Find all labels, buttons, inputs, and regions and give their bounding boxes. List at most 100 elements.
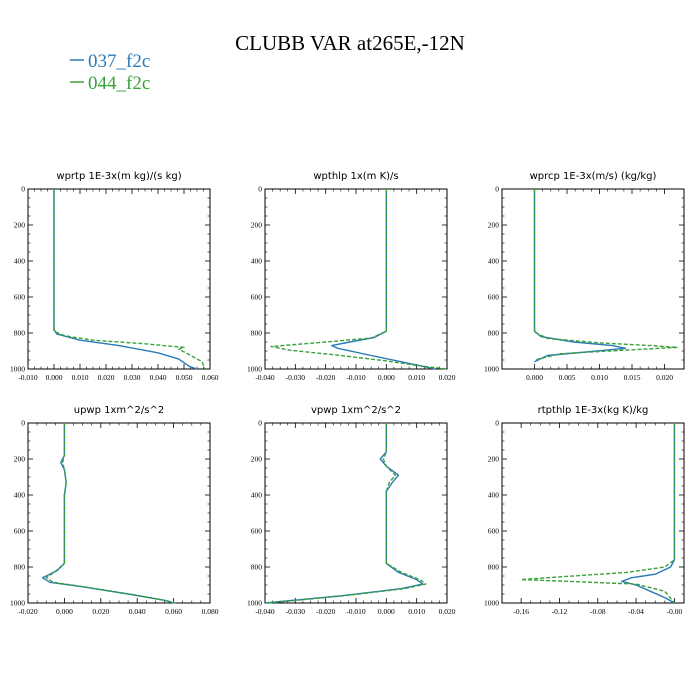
x-tick-label: -0.040 xyxy=(255,373,275,382)
x-tick-label: -0.020 xyxy=(316,373,336,382)
y-tick-label: 0 xyxy=(258,185,262,194)
x-tick-label: -0.16 xyxy=(513,607,529,616)
y-tick-label: 800 xyxy=(488,329,500,338)
x-tick-label: 0.000 xyxy=(378,607,395,616)
y-tick-label: 0 xyxy=(258,419,262,428)
x-tick-label: 0.080 xyxy=(202,607,219,616)
series-line-037_f2c xyxy=(331,189,436,370)
panel-title: wprtp 1E-3x(m kg)/(s kg) xyxy=(56,171,181,182)
x-tick-label: 0.020 xyxy=(92,607,109,616)
series-line-044_f2c xyxy=(270,189,448,370)
figure-title: CLUBB VAR at265E,-12N xyxy=(235,31,465,55)
x-tick-label: 0.000 xyxy=(378,373,395,382)
y-tick-label: 1000 xyxy=(484,599,499,608)
y-tick-label: 400 xyxy=(488,257,500,266)
series-line-044_f2c xyxy=(520,423,676,604)
panel-title: rtpthlp 1E-3x(kg K)/kg xyxy=(538,405,649,416)
y-tick-label: 400 xyxy=(14,257,26,266)
panels: wprtp 1E-3x(m kg)/(s kg) -0.010 0.000 0.010… xyxy=(10,171,685,616)
y-tick-label: 200 xyxy=(14,221,26,230)
y-tick-label: 600 xyxy=(251,293,263,302)
x-tick-label: -0.12 xyxy=(552,607,568,616)
x-tick-label: 0.060 xyxy=(165,607,182,616)
x-tick-label: 0.015 xyxy=(624,373,641,382)
legend-label-1: 037_f2c xyxy=(88,51,150,72)
y-tick-label: 1000 xyxy=(247,599,262,608)
y-tick-label: 400 xyxy=(251,491,263,500)
panel-title: upwp 1xm^2/s^2 xyxy=(74,405,164,416)
series-line-044_f2c xyxy=(53,189,206,370)
y-tick-label: 800 xyxy=(251,329,263,338)
y-tick-label: 200 xyxy=(488,455,500,464)
panel-1: wprtp 1E-3x(m kg)/(s kg) -0.010 0.000 0.010… xyxy=(10,171,219,382)
panel-title: wpthlp 1x(m K)/s xyxy=(313,171,398,182)
legend-label-2: 044_f2c xyxy=(88,73,150,94)
x-tick-label: 0.050 xyxy=(176,373,193,382)
x-tick-label: 0.010 xyxy=(408,607,425,616)
x-tick-label: 0.005 xyxy=(559,373,576,382)
x-tick-label: -0.08 xyxy=(590,607,606,616)
x-tick-label: 0.020 xyxy=(439,607,456,616)
y-tick-label: 200 xyxy=(251,221,263,230)
y-tick-label: 1000 xyxy=(10,599,25,608)
y-tick-label: 800 xyxy=(488,563,500,572)
x-tick-label: 0.020 xyxy=(656,373,673,382)
panel-2: wpthlp 1x(m K)/s -0.040 -0.030 -0.020 -0.010… xyxy=(247,171,456,382)
y-tick-label: 0 xyxy=(21,185,25,194)
series-line-044_f2c xyxy=(267,423,427,604)
x-tick-label: 0.010 xyxy=(72,373,89,382)
series-line-037_f2c xyxy=(53,189,198,370)
series-line-037_f2c xyxy=(621,423,676,604)
y-tick-label: 800 xyxy=(251,563,263,572)
y-tick-label: 800 xyxy=(14,329,26,338)
y-tick-label: 800 xyxy=(14,563,26,572)
x-tick-label: -0.030 xyxy=(286,373,306,382)
panel-3: wprcp 1E-3x(m/s) (kg/kg) 0.000 0.005 0.010 0… xyxy=(484,171,685,382)
x-tick-label: -0.020 xyxy=(316,607,336,616)
panel-4: upwp 1xm^2/s^2 -0.020 0.000 0.020 0.040 0.060… xyxy=(10,405,219,616)
x-tick-label: 0.020 xyxy=(98,373,115,382)
y-tick-label: 600 xyxy=(488,527,500,536)
y-tick-label: 200 xyxy=(251,455,263,464)
x-tick-label: 0.010 xyxy=(408,373,425,382)
y-tick-label: 0 xyxy=(495,419,499,428)
y-tick-label: 200 xyxy=(14,455,26,464)
y-tick-label: 1000 xyxy=(10,365,25,374)
x-tick-label: -0.010 xyxy=(346,373,366,382)
y-tick-label: 200 xyxy=(488,221,500,230)
series-line-044_f2c xyxy=(45,423,176,604)
x-tick-label: 0.040 xyxy=(129,607,146,616)
panel-title: vpwp 1xm^2/s^2 xyxy=(311,405,401,416)
y-tick-label: 600 xyxy=(251,527,263,536)
y-tick-label: 600 xyxy=(14,293,26,302)
panel-6: rtpthlp 1E-3x(kg K)/kg -0.16 -0.12 -0.08 -0.… xyxy=(484,405,685,616)
x-tick-label: -0.020 xyxy=(18,607,38,616)
y-tick-label: 1000 xyxy=(247,365,262,374)
x-tick-label: 0.000 xyxy=(46,373,63,382)
y-tick-label: 400 xyxy=(488,491,500,500)
y-tick-label: 600 xyxy=(14,527,26,536)
x-tick-label: 0.060 xyxy=(202,373,219,382)
x-tick-label: -0.040 xyxy=(255,607,275,616)
series-line-044_f2c xyxy=(533,189,679,361)
y-tick-label: 0 xyxy=(21,419,25,428)
x-tick-label: -0.00 xyxy=(667,607,683,616)
y-tick-label: 0 xyxy=(495,185,499,194)
x-tick-label: 0.040 xyxy=(150,373,167,382)
panel-5: vpwp 1xm^2/s^2 -0.040 -0.030 -0.020 -0.010 0.… xyxy=(247,405,456,616)
y-tick-label: 400 xyxy=(14,491,26,500)
x-tick-label: -0.010 xyxy=(18,373,38,382)
x-tick-label: 0.020 xyxy=(439,373,456,382)
x-tick-label: 0.000 xyxy=(56,607,73,616)
x-tick-label: -0.04 xyxy=(628,607,644,616)
x-tick-label: 0.000 xyxy=(526,373,543,382)
y-tick-label: 1000 xyxy=(484,365,499,374)
x-tick-label: 0.030 xyxy=(124,373,141,382)
x-tick-label: -0.030 xyxy=(286,607,306,616)
legend: 037_f2c 044_f2c xyxy=(70,51,150,94)
x-tick-label: -0.010 xyxy=(346,607,366,616)
y-tick-label: 400 xyxy=(251,257,263,266)
panel-title: wprcp 1E-3x(m/s) (kg/kg) xyxy=(530,171,657,182)
